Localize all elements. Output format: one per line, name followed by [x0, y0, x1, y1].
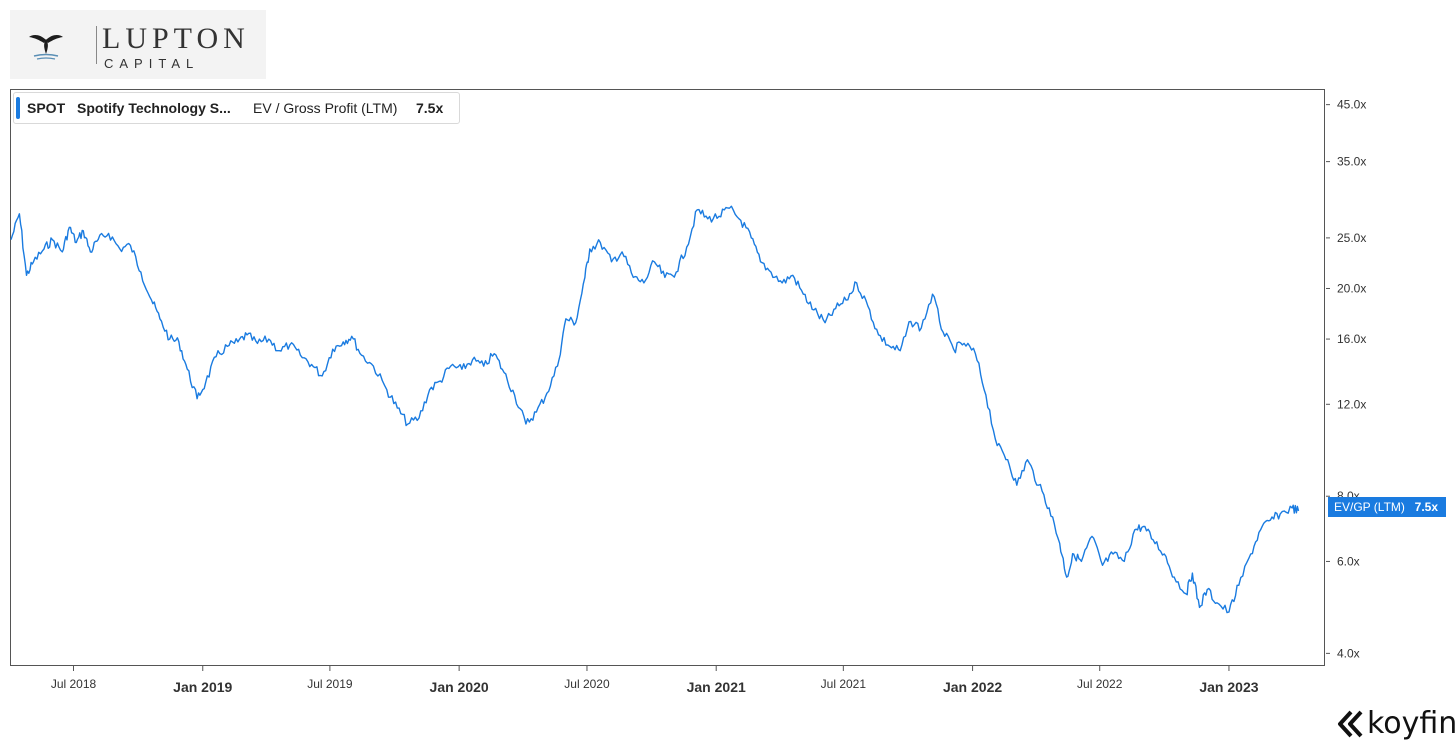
lupton-capital-logo: LUPTON CAPITAL	[10, 10, 266, 79]
x-tick-label: Jul 2018	[51, 677, 97, 691]
legend-color-bar	[16, 97, 20, 119]
logo-divider	[96, 26, 97, 64]
koyfin-logo-icon	[1338, 710, 1363, 738]
y-tick-label: 45.0x	[1337, 98, 1366, 112]
x-tick-label: Jul 2021	[821, 677, 867, 691]
series-line-0	[10, 205, 1300, 614]
y-tick-label: 16.0x	[1337, 332, 1366, 346]
plot-frame	[10, 89, 1325, 666]
y-tick-label: 12.0x	[1337, 397, 1366, 411]
legend-metric: EV / Gross Profit (LTM)	[253, 100, 398, 116]
x-tick-label: Jan 2020	[430, 679, 489, 695]
last-value-tag-value: 7.5x	[1414, 500, 1438, 514]
x-tick-label: Jan 2023	[1199, 679, 1258, 695]
x-tick-label: Jan 2022	[943, 679, 1002, 695]
x-tick-label: Jan 2019	[173, 679, 232, 695]
legend-company-name: Spotify Technology S...	[77, 100, 231, 116]
whale-tail-icon	[29, 35, 63, 60]
series-legend[interactable]: SPOT Spotify Technology S... EV / Gross …	[13, 92, 460, 124]
y-tick-label: 20.0x	[1337, 281, 1366, 295]
last-value-tag-label: EV/GP (LTM)	[1334, 500, 1405, 514]
legend-value: 7.5x	[416, 100, 444, 116]
y-tick-label: 4.0x	[1337, 646, 1360, 660]
x-tick-label: Jul 2019	[307, 677, 353, 691]
logo-wordmark-bottom: CAPITAL	[104, 56, 200, 71]
y-tick-label: 35.0x	[1337, 155, 1366, 169]
koyfin-wordmark: koyfin	[1367, 706, 1456, 741]
y-tick-label: 6.0x	[1337, 554, 1360, 568]
x-tick-label: Jul 2020	[564, 677, 610, 691]
logo-wordmark-top: LUPTON	[102, 22, 250, 55]
x-tick-label: Jan 2021	[687, 679, 746, 695]
y-tick-label: 25.0x	[1337, 231, 1366, 245]
legend-ticker: SPOT	[27, 100, 66, 116]
last-value-tag: EV/GP (LTM) 7.5x	[1328, 497, 1446, 517]
x-tick-label: Jul 2022	[1077, 677, 1123, 691]
